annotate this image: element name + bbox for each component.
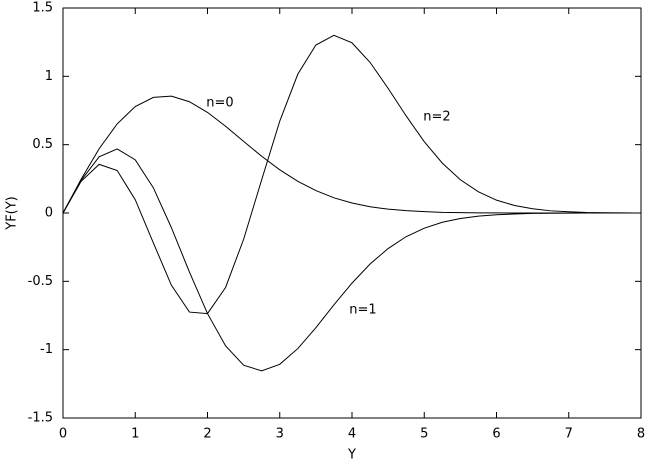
y-tick-label: -1 bbox=[40, 342, 53, 357]
curve-label: n=1 bbox=[349, 303, 376, 318]
series-line bbox=[62, 34, 642, 315]
x-tick-label: 8 bbox=[637, 427, 645, 442]
x-tick-label: 2 bbox=[203, 427, 211, 442]
x-tick-label: 0 bbox=[59, 427, 67, 442]
series-line bbox=[62, 148, 641, 372]
x-tick-label: 6 bbox=[492, 427, 500, 442]
y-tick-label: 1.5 bbox=[32, 1, 53, 16]
y-tick-label: -1.5 bbox=[28, 411, 53, 426]
y-axis-label: YF(Y) bbox=[5, 196, 20, 231]
y-tick-label: 1 bbox=[45, 69, 53, 84]
y-tick-label: 0.5 bbox=[32, 137, 53, 152]
x-tick-label: 1 bbox=[131, 427, 139, 442]
series-line bbox=[62, 95, 641, 214]
y-tick-label: -0.5 bbox=[28, 274, 53, 289]
x-tick-label: 5 bbox=[420, 427, 428, 442]
x-tick-label: 4 bbox=[348, 427, 356, 442]
x-axis-label: Y bbox=[347, 448, 356, 463]
curve-label: n=0 bbox=[206, 96, 233, 111]
curve-label: n=2 bbox=[423, 110, 450, 125]
x-tick-label: 7 bbox=[565, 427, 573, 442]
x-tick-label: 3 bbox=[276, 427, 284, 442]
y-tick-label: 0 bbox=[45, 206, 53, 221]
